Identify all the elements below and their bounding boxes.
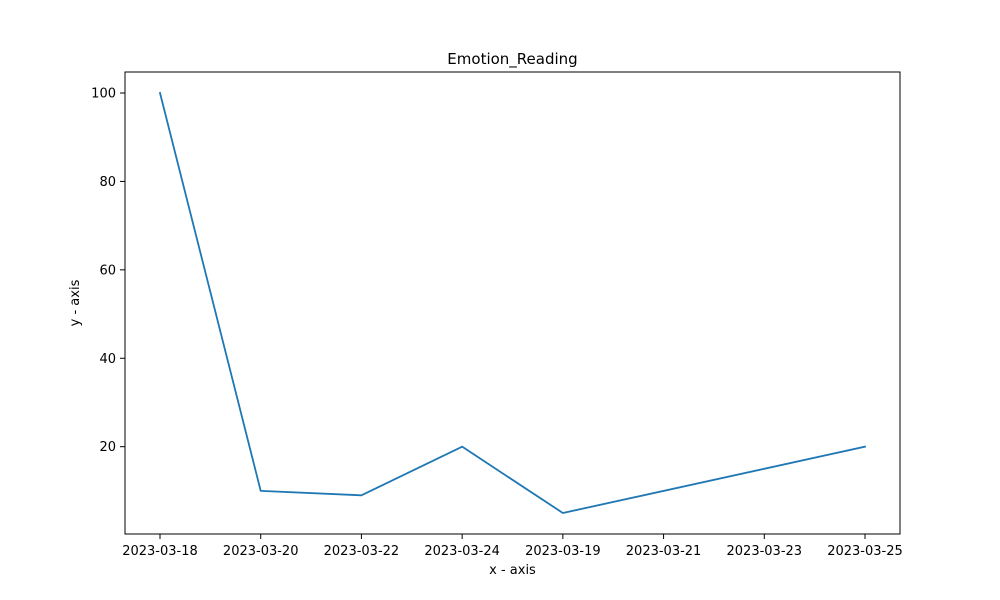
plot-frame — [124, 71, 901, 535]
x-tick-label: 2023-03-19 — [525, 544, 601, 559]
x-tick-label: 2023-03-20 — [223, 544, 299, 559]
y-tick-label: 100 — [91, 87, 116, 102]
y-tick-label: 20 — [99, 440, 116, 455]
x-tick-label: 2023-03-25 — [827, 544, 903, 559]
y-tick-label: 80 — [99, 175, 116, 190]
x-tick-label: 2023-03-24 — [424, 544, 500, 559]
x-axis-label: x - axis — [489, 563, 536, 578]
x-tick-label: 2023-03-22 — [324, 544, 400, 559]
chart-title: Emotion_Reading — [447, 50, 577, 69]
series-line — [158, 91, 867, 514]
plot-area: 2023-03-18 2023-03-20 2023-03-22 2023-03-24… — [91, 87, 903, 560]
x-tick-label: 2023-03-23 — [727, 544, 803, 559]
y-axis-label: y - axis — [68, 279, 83, 326]
y-tick-label: 40 — [99, 352, 116, 367]
y-tick-label: 60 — [99, 263, 116, 278]
x-tick-label: 2023-03-21 — [626, 544, 702, 559]
x-tick-label: 2023-03-18 — [122, 544, 198, 559]
